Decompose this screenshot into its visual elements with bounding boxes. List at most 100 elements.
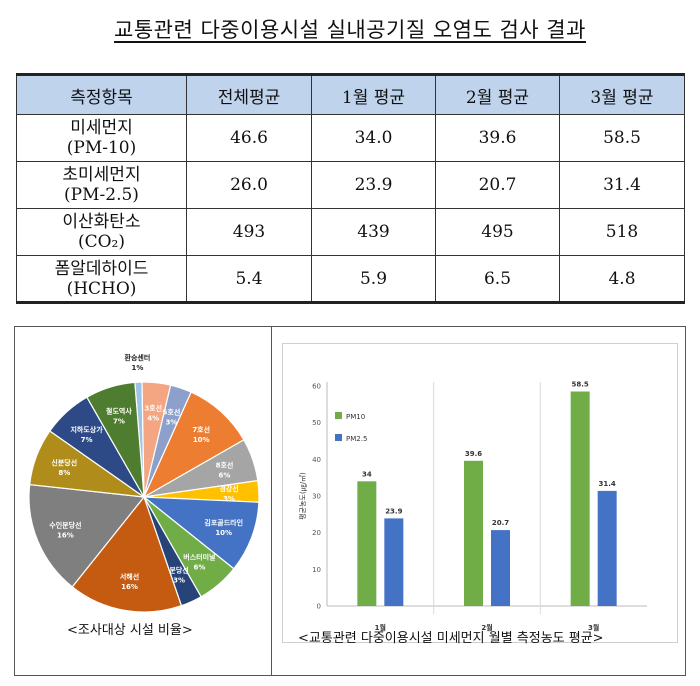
pie-slice-percent: 16%: [57, 532, 74, 540]
pie-slice-percent: 8%: [58, 469, 70, 477]
header-overall: 전체평균: [186, 73, 312, 115]
cell-value: 5.4: [186, 255, 312, 304]
pie-slice-label: 서해선: [120, 572, 139, 581]
item-name: 미세먼지: [70, 118, 133, 138]
cell-value: 23.9: [311, 161, 436, 209]
cell-value: 495: [435, 208, 560, 256]
y-tick-label: 10: [312, 566, 321, 574]
pie-slice-label: 환승센터: [125, 353, 151, 362]
results-table: 측정항목 전체평균 1월 평균 2월 평균 3월 평균 미세먼지 (PM-10) …: [16, 73, 685, 304]
pie-slice-percent: 3%: [173, 577, 185, 585]
header-item: 측정항목: [16, 73, 187, 115]
row-item: 이산화탄소 (CO₂): [16, 208, 187, 256]
pie-slice-label: 버스터미널: [183, 553, 215, 562]
bar-data-label: 31.4: [599, 480, 616, 488]
pie-slice-percent: 7%: [81, 436, 93, 444]
pie-slice: [142, 391, 245, 499]
pie-chart: 환승센터 1% 3호선 4% 5호선 3% 7호선 10% 8호선 6% 경강선 3% 김포골드라인 10…: [28, 353, 260, 613]
cell-value: 518: [559, 208, 685, 256]
cell-value: 6.5: [435, 255, 560, 304]
bar-data-label: 39.6: [465, 450, 482, 458]
row-item: 폼알데하이드 (HCHO): [16, 255, 187, 304]
pie-slice-label: 지하도상가: [70, 425, 103, 434]
item-name: 이산화탄소: [62, 212, 141, 232]
bar-panel: 0 10 20 30 40 50 60 평균농도(㎍/㎥) 34 23.9 1월 39.6 20.7 2월…: [271, 326, 686, 676]
pie-panel: 환승센터 1% 3호선 4% 5호선 3% 7호선 10% 8호선 6% 경강선 3% 김포골드라인 10…: [14, 326, 272, 676]
pie-slice-percent: 3%: [165, 418, 177, 426]
pie-slice-percent: 6%: [193, 564, 205, 572]
header-feb: 2월 평균: [435, 73, 560, 115]
bar-caption: <교통관련 다중이용시설 미세먼지 월별 측정농도 평균>: [298, 631, 604, 646]
legend-label: PM10: [346, 413, 365, 421]
pie-slice-percent: 10%: [215, 529, 232, 537]
pie-slice-label: 7호선: [192, 425, 210, 434]
table-row: 미세먼지 (PM-10) 46.6 34.0 39.6 58.5: [16, 114, 685, 162]
pie-slice-percent: 1%: [131, 364, 143, 372]
table-row: 폼알데하이드 (HCHO) 5.4 5.9 6.5 4.8: [16, 255, 685, 304]
bar-data-label: 34: [362, 470, 372, 478]
table-header-row: 측정항목 전체평균 1월 평균 2월 평균 3월 평균: [16, 73, 685, 115]
y-tick-label: 30: [312, 493, 321, 501]
row-item: 미세먼지 (PM-10): [16, 114, 187, 162]
bar-data-label: 58.5: [572, 381, 589, 389]
bar: [464, 460, 483, 606]
header-jan: 1월 평균: [311, 73, 436, 115]
cell-value: 46.6: [186, 114, 312, 162]
x-category-label: 1월: [375, 623, 386, 632]
item-formula: (PM-2.5): [64, 185, 139, 205]
cell-value: 39.6: [435, 114, 560, 162]
pie-slice-label: 경강선: [219, 484, 238, 493]
cell-value: 4.8: [559, 255, 685, 304]
pie-slice-label: 3호선: [144, 403, 162, 412]
row-item: 초미세먼지 (PM-2.5): [16, 161, 187, 209]
pie-slice-label: 김포골드라인: [204, 518, 243, 527]
y-tick-label: 40: [312, 456, 321, 464]
pie-slice: [71, 495, 183, 613]
pie-slice-percent: 16%: [121, 583, 138, 591]
page-title-text: 교통관련 다중이용시설 실내공기질 오염도 검사 결과: [114, 18, 586, 42]
item-formula: (PM-10): [66, 138, 137, 158]
y-tick-label: 60: [312, 383, 321, 391]
item-formula: (HCHO): [66, 278, 137, 299]
bar: [570, 391, 590, 606]
bar-chart: 0 10 20 30 40 50 60 평균농도(㎍/㎥) 34 23.9 1월 39.6 20.7 2월…: [298, 381, 647, 632]
bar-chart-frame: 0 10 20 30 40 50 60 평균농도(㎍/㎥) 34 23.9 1월 39.6 20.7 2월…: [282, 343, 678, 643]
table-row: 초미세먼지 (PM-2.5) 26.0 23.9 20.7 31.4: [16, 161, 685, 209]
pie-slice-percent: 3%: [223, 495, 235, 503]
bar: [357, 481, 377, 606]
pie-slice-label: 철도역사: [106, 407, 132, 416]
cell-value: 5.9: [311, 255, 436, 304]
cell-value: 31.4: [559, 161, 685, 209]
x-category-label: 3월: [588, 623, 599, 632]
header-mar: 3월 평균: [559, 73, 685, 115]
item-formula: (CO₂): [77, 232, 126, 252]
page-title: 교통관련 다중이용시설 실내공기질 오염도 검사 결과: [0, 14, 700, 44]
pie-slice-label: 신분당선: [51, 458, 77, 467]
y-tick-label: 0: [317, 603, 321, 611]
bar-data-label: 20.7: [492, 519, 509, 527]
pie-slice-label: 5호선: [163, 407, 181, 416]
pie-slice: [28, 483, 146, 588]
pie-slice: [86, 381, 145, 498]
legend-label: PM2.5: [346, 435, 367, 443]
pie-slice-percent: 4%: [147, 414, 159, 422]
legend-swatch: [335, 412, 342, 419]
bar-data-label: 23.9: [385, 507, 402, 515]
cell-value: 34.0: [311, 114, 436, 162]
cell-value: 20.7: [435, 161, 560, 209]
cell-value: 58.5: [559, 114, 685, 162]
y-tick-label: 50: [312, 419, 321, 427]
pie-caption: <조사대상 시설 비율>: [67, 623, 193, 638]
cell-value: 439: [311, 208, 436, 256]
pie-slice-label: 8호선: [216, 460, 234, 469]
bar: [384, 518, 404, 606]
item-name: 초미세먼지: [62, 165, 141, 185]
item-name: 폼알데하이드: [54, 258, 149, 279]
cell-value: 26.0: [186, 161, 312, 209]
pie-slice-percent: 6%: [219, 471, 231, 479]
pie-slice-percent: 10%: [193, 436, 210, 444]
cell-value: 493: [186, 208, 312, 256]
legend-swatch: [335, 434, 342, 441]
bar: [597, 490, 617, 606]
pie-slice-percent: 7%: [113, 418, 125, 426]
